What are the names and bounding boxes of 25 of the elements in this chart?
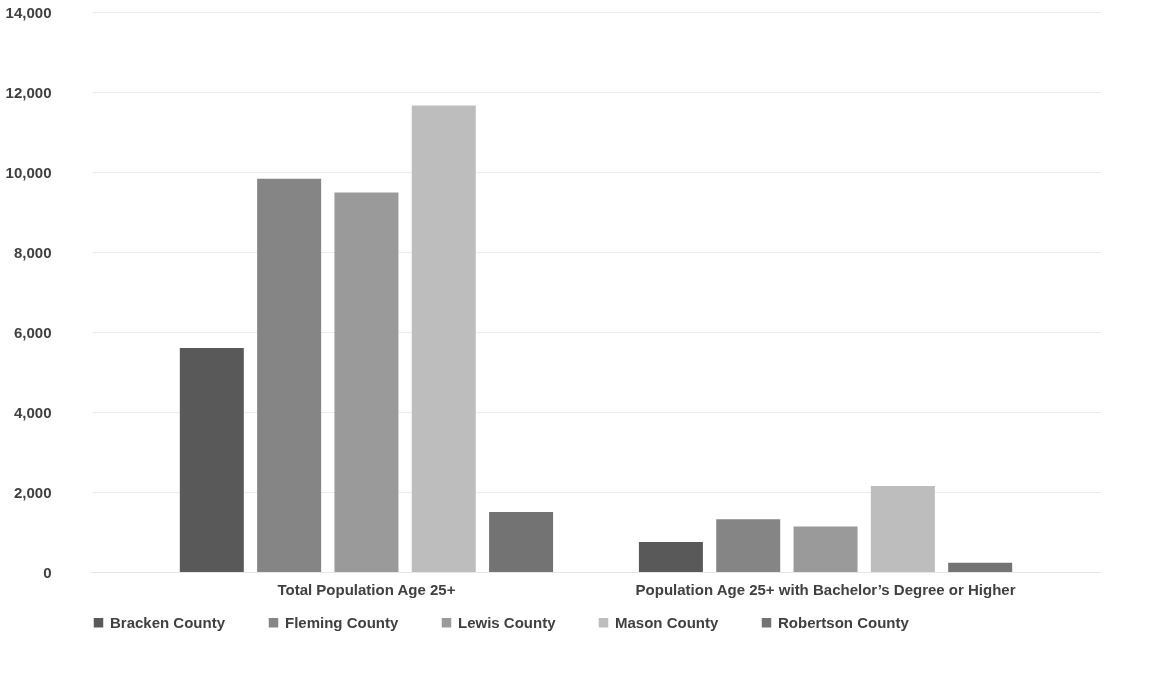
y-tick-label: 0 [43, 563, 52, 581]
bar [489, 512, 554, 572]
legend-label: Robertson County [778, 613, 910, 631]
x-tick-label: Population Age 25+ with Bachelor’s Degree or Higher [635, 580, 1016, 598]
legend-label: Fleming County [285, 613, 399, 631]
y-tick-label: 10,000 [5, 163, 52, 181]
y-tick-label: 14,000 [5, 3, 52, 21]
bar [948, 562, 1013, 572]
x-tick-label: Total Population Age 25+ [277, 580, 456, 598]
bar [179, 348, 244, 572]
y-tick-label: 4,000 [13, 403, 52, 421]
bar [334, 192, 399, 572]
bar [870, 486, 935, 572]
bar [411, 105, 476, 572]
bar [793, 526, 858, 572]
bar [257, 178, 322, 572]
y-tick-label: 8,000 [13, 243, 52, 261]
legend-label: Bracken County [110, 613, 226, 631]
y-tick-label: 2,000 [13, 483, 52, 501]
legend-label: Mason County [615, 613, 719, 631]
legend-label: Lewis County [458, 613, 557, 631]
y-tick-label: 6,000 [13, 323, 52, 341]
y-tick-label: 12,000 [5, 83, 52, 101]
bar [638, 542, 703, 572]
bar [716, 519, 781, 572]
